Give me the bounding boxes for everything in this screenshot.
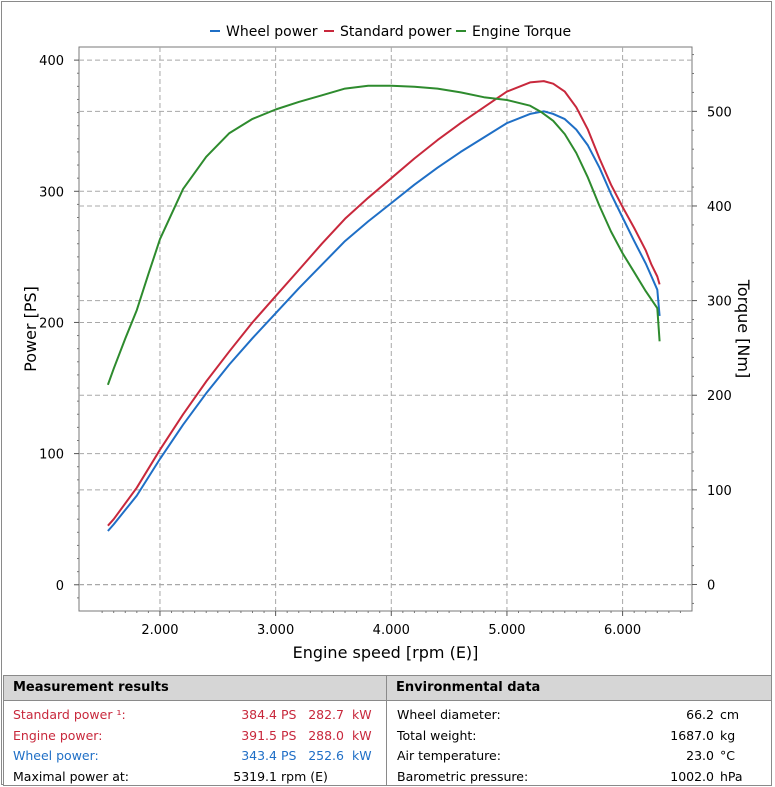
environment-row: Total weight: 1687.0 kg: [387, 726, 772, 746]
environment-label: Wheel diameter:: [397, 707, 501, 722]
measurement-value: 5319.1: [233, 768, 277, 784]
measurement-row: Standard power ¹: 384.4 PS 282.7 kW: [4, 705, 388, 725]
x-tick-label: 2.000: [141, 623, 178, 638]
environment-label: Air temperature:: [397, 748, 501, 763]
environment-unit: kg: [720, 727, 736, 743]
measurement-label: Wheel power:: [13, 748, 99, 763]
environment-unit: cm: [720, 707, 740, 722]
measurement-label: Maximal power at:: [13, 768, 129, 784]
x-tick-label: 4.000: [373, 623, 410, 638]
measurement-unit-kw: kW: [352, 748, 372, 763]
legend-entry: Engine Torque: [472, 24, 571, 40]
measurement-row: Engine power: 391.5 PS 288.0 kW: [4, 726, 388, 746]
y-right-tick-label: 0: [707, 579, 715, 594]
measurement-results-panel: Measurement results Standard power ¹: 384…: [3, 675, 387, 786]
y-right-tick-label: 300: [707, 295, 732, 310]
measurement-unit: PS: [281, 727, 297, 743]
environment-value: 66.2: [686, 707, 714, 722]
dyno-chart: 2.000 3.000 4.000 5.000 6.000 0 100 200 300 400 0 1…: [21, 24, 753, 662]
measurement-row: Maximal power at: 5319.1 rpm (E): [4, 767, 388, 787]
measurement-unit-kw: kW: [352, 727, 372, 743]
measurement-value: 391.5: [241, 727, 277, 743]
environmental-data-panel: Environmental data Wheel diameter: 66.2 cm…: [387, 675, 772, 786]
y-left-tick-label: 300: [39, 185, 64, 200]
measurement-label: Standard power ¹:: [13, 707, 126, 722]
x-tick-label: 3.000: [257, 623, 294, 638]
environment-unit: hPa: [720, 768, 743, 784]
legend-entry: Wheel power: [226, 24, 318, 40]
measurement-value-kw: 252.6: [308, 748, 344, 763]
environment-unit: °C: [720, 748, 735, 763]
y-left-tick-label: 400: [39, 54, 64, 69]
measurement-unit-kw: kW: [352, 707, 372, 722]
y-left-tick-label: 0: [56, 579, 64, 594]
measurement-label: Engine power:: [13, 727, 103, 743]
y-right-tick-label: 500: [707, 105, 732, 120]
environmental-data-title: Environmental data: [387, 676, 771, 701]
measurement-unit: PS: [281, 707, 297, 722]
measurement-value: 343.4: [241, 748, 277, 763]
measurement-value: 384.4: [241, 707, 277, 722]
y-right-tick-label: 200: [707, 389, 732, 404]
environment-value: 1002.0: [670, 768, 714, 784]
x-tick-label: 5.000: [488, 623, 525, 638]
y-left-axis-label: Power [PS]: [21, 286, 40, 372]
x-tick-label: 6.000: [604, 623, 641, 638]
y-right-tick-label: 400: [707, 200, 732, 215]
environment-value: 23.0: [686, 748, 714, 763]
measurement-results-title: Measurement results: [4, 676, 386, 701]
environment-row: Barometric pressure: 1002.0 hPa: [387, 767, 772, 787]
environment-row: Wheel diameter: 66.2 cm: [387, 705, 772, 725]
y-right-axis-label: Torque [Nm]: [734, 279, 753, 378]
series-line-engine-torque: [106, 84, 661, 386]
y-left-tick-label: 200: [39, 316, 64, 331]
measurement-row: Wheel power: 343.4 PS 252.6 kW: [4, 746, 388, 766]
series-line-wheel-power: [107, 110, 661, 532]
environment-value: 1687.0: [670, 727, 714, 743]
environment-label: Barometric pressure:: [397, 768, 529, 784]
y-right-tick-label: 100: [707, 484, 732, 499]
y-left-tick-label: 100: [39, 448, 64, 463]
measurement-unit: rpm (E): [281, 768, 328, 784]
legend-entry: Standard power: [340, 24, 452, 40]
x-axis-label: Engine speed [rpm (E)]: [293, 643, 479, 662]
plot-area: [78, 46, 693, 612]
measurement-value-kw: 282.7: [308, 707, 344, 722]
measurement-value-kw: 288.0: [308, 727, 344, 743]
environment-row: Air temperature: 23.0 °C: [387, 746, 772, 766]
measurement-unit: PS: [281, 748, 297, 763]
series-line-standard-power: [107, 80, 661, 527]
environment-label: Total weight:: [397, 727, 477, 743]
